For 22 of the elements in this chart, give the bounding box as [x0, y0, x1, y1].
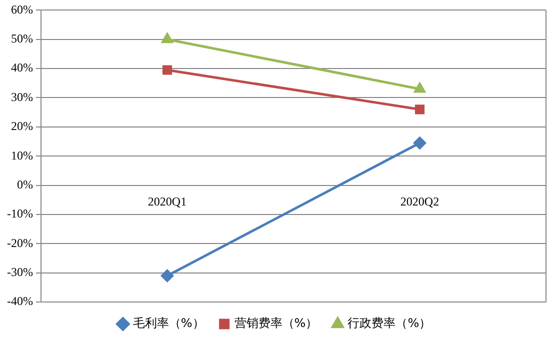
- point: [414, 136, 426, 150]
- point: [414, 82, 426, 93]
- legend-label: 营销费率（%）: [234, 316, 318, 330]
- y-tick-label: 50%: [10, 32, 33, 46]
- point: [162, 65, 172, 75]
- point: [162, 33, 173, 44]
- y-tick-label: -40%: [6, 294, 33, 308]
- y-tick-label: -10%: [6, 206, 33, 221]
- x-tick-label: 2020Q2: [400, 194, 440, 209]
- y-tick-label: -20%: [6, 236, 33, 250]
- y-tick-label: 60%: [10, 2, 33, 16]
- y-tick-label: 40%: [10, 60, 33, 75]
- y-tick-label: 30%: [10, 90, 33, 104]
- point: [160, 269, 174, 282]
- point: [414, 104, 425, 114]
- x-tick-label: 2020Q1: [148, 194, 187, 209]
- y-tick-label: -30%: [6, 264, 33, 279]
- y-tick-label: 0%: [16, 177, 33, 192]
- legend-label: 行政费率（%）: [348, 316, 432, 330]
- y-tick-label: 10%: [10, 148, 33, 162]
- y-tick-label: 20%: [10, 119, 33, 134]
- legend-label: 毛利率（%）: [132, 316, 204, 330]
